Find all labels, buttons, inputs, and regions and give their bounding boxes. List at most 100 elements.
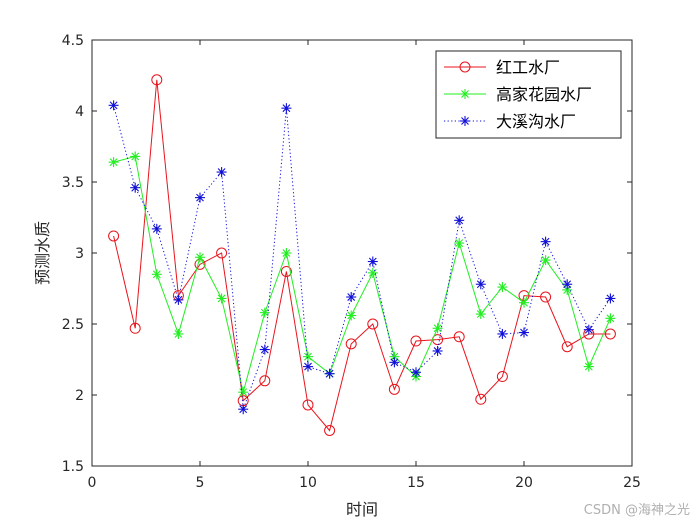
- y-tick-label: 2.5: [62, 317, 84, 333]
- asterisk-stroke: [584, 362, 593, 371]
- x-tick-label: 25: [623, 475, 641, 491]
- asterisk-stroke: [390, 352, 399, 361]
- x-tick-label: 10: [299, 475, 317, 491]
- data-point: [259, 307, 270, 318]
- data-point: [432, 345, 443, 356]
- asterisk-stroke: [541, 237, 550, 246]
- asterisk-stroke: [347, 311, 356, 320]
- data-point: [108, 157, 119, 168]
- x-tick-label: 20: [515, 475, 533, 491]
- asterisk-stroke: [347, 293, 356, 301]
- data-point: [173, 328, 184, 339]
- data-point: [259, 375, 271, 387]
- data-point: [583, 361, 594, 372]
- data-point: [130, 151, 141, 162]
- asterisk-stroke: [131, 152, 140, 161]
- asterisk-stroke: [433, 324, 442, 333]
- data-point: [605, 313, 616, 324]
- data-point: [303, 361, 313, 372]
- data-point: [454, 215, 465, 226]
- data-point: [151, 269, 162, 280]
- legend-marker: [460, 116, 470, 126]
- data-point: [540, 255, 551, 266]
- asterisk-stroke: [455, 216, 464, 225]
- data-point: [605, 293, 616, 304]
- x-tick-label: 5: [196, 475, 205, 491]
- asterisk-stroke: [476, 280, 485, 289]
- asterisk-stroke: [563, 285, 572, 294]
- asterisk-stroke: [541, 256, 550, 265]
- asterisk-stroke: [476, 310, 485, 318]
- data-point: [583, 324, 594, 335]
- asterisk-stroke: [304, 352, 312, 361]
- x-axis: 0 5 10 15 20 25: [88, 40, 641, 491]
- data-point: [280, 265, 292, 277]
- data-point: [367, 318, 379, 330]
- asterisk-stroke: [412, 368, 420, 377]
- data-point: [238, 387, 249, 398]
- series-line: [113, 155, 611, 393]
- data-point: [454, 238, 465, 249]
- data-point: [367, 267, 378, 278]
- asterisk-stroke: [520, 328, 528, 337]
- data-point: [367, 256, 378, 267]
- legend-label: 红工水厂: [496, 58, 560, 77]
- asterisk-stroke: [498, 330, 507, 338]
- x-axis-label: 时间: [346, 500, 378, 519]
- data-point: [411, 367, 421, 378]
- y-tick-label: 4.5: [62, 33, 84, 49]
- legend-label: 高家花园水厂: [496, 85, 592, 104]
- x-tick-label: 15: [407, 475, 425, 491]
- data-point: [345, 338, 357, 350]
- data-point: [281, 103, 292, 114]
- data-point: [281, 248, 292, 258]
- asterisk-stroke: [152, 224, 161, 233]
- series-layer: [108, 74, 616, 436]
- data-point: [151, 74, 163, 86]
- data-point: [216, 247, 228, 259]
- data-point: [195, 192, 205, 203]
- asterisk-stroke: [455, 239, 464, 247]
- asterisk-stroke: [217, 294, 226, 303]
- data-point: [410, 335, 422, 347]
- asterisk-stroke: [584, 325, 593, 334]
- data-point: [540, 291, 552, 303]
- y-axis: 1.5 2 2.5 3 3.5 4 4.5: [62, 33, 632, 475]
- asterisk-stroke: [563, 280, 572, 289]
- data-point: [561, 341, 573, 353]
- asterisk-stroke: [239, 388, 248, 397]
- asterisk-stroke: [606, 314, 615, 323]
- asterisk-stroke: [461, 117, 469, 125]
- legend-marker: [460, 89, 470, 99]
- legend-marker: [459, 61, 471, 73]
- series-line: [113, 105, 611, 410]
- asterisk-stroke: [461, 90, 469, 98]
- data-point: [475, 309, 486, 320]
- data-point: [173, 294, 184, 305]
- data-point: [259, 344, 270, 355]
- data-point: [540, 236, 551, 247]
- asterisk-stroke: [109, 158, 118, 167]
- asterisk-stroke: [239, 405, 248, 414]
- data-point: [216, 293, 227, 304]
- asterisk-stroke: [260, 308, 269, 317]
- y-tick-label: 4: [75, 104, 84, 120]
- data-point: [216, 167, 227, 178]
- watermark-text: CSDN @海神之光: [584, 503, 690, 518]
- asterisk-stroke: [390, 358, 399, 367]
- asterisk-stroke: [520, 298, 528, 307]
- data-point: [238, 404, 249, 415]
- asterisk-stroke: [109, 101, 118, 110]
- data-point: [302, 399, 314, 411]
- data-point: [346, 292, 357, 303]
- data-point: [303, 351, 313, 362]
- asterisk-stroke: [433, 347, 442, 355]
- data-point: [519, 297, 529, 308]
- y-tick-label: 2: [75, 388, 84, 404]
- data-point: [562, 279, 573, 290]
- data-point: [388, 383, 400, 395]
- data-point: [195, 252, 205, 263]
- data-point: [129, 322, 141, 334]
- y-tick-label: 3: [75, 246, 84, 262]
